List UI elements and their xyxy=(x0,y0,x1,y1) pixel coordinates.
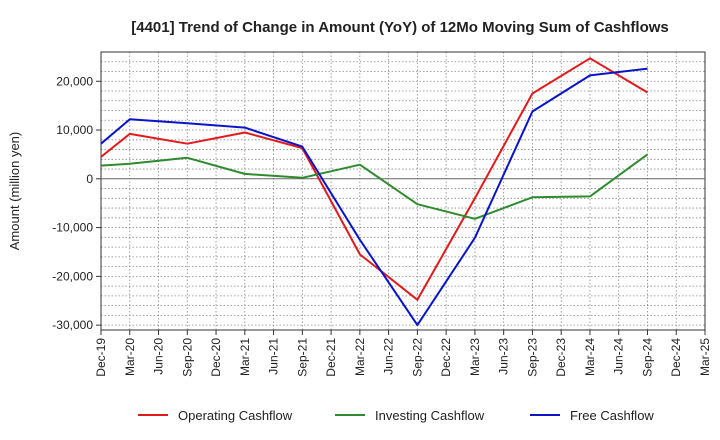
legend-label-operating-cashflow: Operating Cashflow xyxy=(178,408,293,423)
x-axis-ticks: Dec-19 Mar-20 Jun-20 Sep-20 Dec-20 Mar-21 Jun-… xyxy=(94,330,712,377)
x-tick-label: Mar-22 xyxy=(353,338,367,376)
x-tick-label: Dec-23 xyxy=(554,338,568,377)
legend: Operating Cashflow Investing Cashflow Free… xyxy=(138,408,654,423)
x-tick-label: Jun-24 xyxy=(612,338,626,375)
plot-area xyxy=(100,51,706,331)
y-tick-label: 20,000 xyxy=(56,74,93,88)
series-line-operating-cashflow xyxy=(100,57,649,301)
x-tick-label: Dec-20 xyxy=(209,338,223,377)
x-tick-label: Sep-23 xyxy=(525,338,539,377)
y-tick-label: 0 xyxy=(86,172,93,186)
series-layer xyxy=(100,57,649,327)
x-tick-label: Mar-23 xyxy=(468,338,482,376)
x-tick-label: Jun-22 xyxy=(382,338,396,375)
x-tick-label: Sep-21 xyxy=(295,338,309,377)
x-tick-label: Mar-21 xyxy=(238,338,252,376)
x-tick-label: Jun-23 xyxy=(497,338,511,375)
x-tick-label: Sep-24 xyxy=(640,338,654,377)
y-tick-label: -30,000 xyxy=(52,318,93,332)
y-tick-label: 10,000 xyxy=(56,123,93,137)
x-tick-label: Mar-20 xyxy=(123,338,137,376)
x-tick-label: Mar-24 xyxy=(583,338,597,376)
x-tick-label: Jun-21 xyxy=(267,338,281,375)
x-tick-label: Mar-25 xyxy=(698,338,712,376)
legend-label-investing-cashflow: Investing Cashflow xyxy=(375,408,485,423)
x-tick-label: Dec-24 xyxy=(669,338,683,377)
series-line-investing-cashflow xyxy=(100,153,649,220)
y-axis-title: Amount (million yen) xyxy=(7,132,22,251)
x-tick-label: Dec-19 xyxy=(94,338,108,377)
x-tick-label: Sep-22 xyxy=(410,338,424,377)
series-line-free-cashflow xyxy=(100,67,648,327)
x-tick-label: Jun-20 xyxy=(152,338,166,375)
y-tick-label: -10,000 xyxy=(52,221,93,235)
x-tick-label: Sep-20 xyxy=(180,338,194,377)
x-tick-label: Dec-21 xyxy=(324,338,338,377)
x-tick-label: Dec-22 xyxy=(439,338,453,377)
chart-title: [4401] Trend of Change in Amount (YoY) o… xyxy=(131,19,669,36)
grid xyxy=(100,51,706,330)
y-axis-ticks: 20,000 10,000 0 -10,000 -20,000 -30,000 xyxy=(52,74,101,332)
y-tick-label: -20,000 xyxy=(52,269,93,283)
legend-label-free-cashflow: Free Cashflow xyxy=(570,408,654,423)
